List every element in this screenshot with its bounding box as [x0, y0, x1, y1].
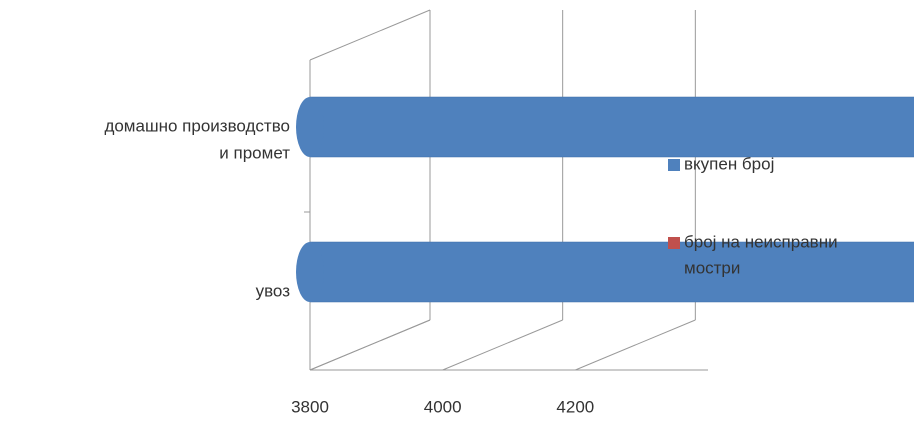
- bar-segment: [309, 96, 914, 158]
- y-tick-label: и промет: [219, 143, 290, 162]
- x-tick-label: 3800: [291, 397, 329, 416]
- legend-label: број на неисправни: [684, 232, 838, 251]
- x-tick-label: 4200: [556, 397, 594, 416]
- axis-wall: [309, 9, 431, 61]
- bar-cap: [296, 242, 324, 302]
- grid-line: [309, 319, 431, 371]
- legend-label: мостри: [684, 258, 740, 277]
- x-tick-label: 4000: [424, 397, 462, 416]
- legend-swatch: [668, 159, 680, 171]
- bar-cap: [296, 97, 324, 157]
- legend-label: вкупен број: [684, 154, 774, 173]
- y-tick-label: увоз: [256, 281, 291, 300]
- grid-line: [442, 319, 563, 371]
- legend-swatch: [668, 237, 680, 249]
- grid-line: [575, 319, 696, 371]
- y-tick-label: домашно производство: [104, 116, 290, 135]
